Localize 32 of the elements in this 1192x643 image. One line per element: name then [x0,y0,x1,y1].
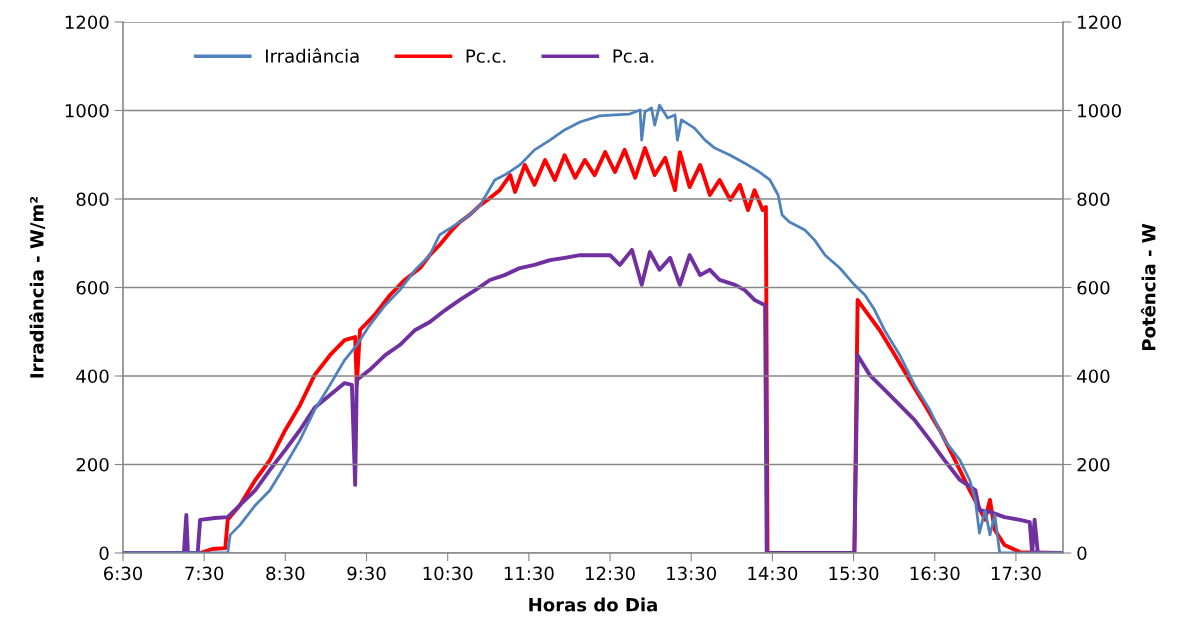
x-tick-label: 8:30 [266,566,305,581]
y2-tick-label: 200 [1077,457,1110,472]
x-tick-label: 14:30 [748,566,798,581]
x-tick-label: 11:30 [504,566,554,581]
x-tick-label: 12:30 [586,566,635,581]
y2-tick-label: 1200 [1078,15,1121,30]
x-tick-label: 17:30 [991,566,1041,581]
y2-tick-label: 0 [1077,546,1087,561]
y-axis-title: Irradiância - W/m² [28,196,46,378]
y-tick-label: 400 [76,369,109,384]
x-tick-label: 16:30 [910,566,960,581]
y2-tick-label: 800 [1077,192,1110,207]
x-tick-label: 7:30 [185,566,224,581]
y-tick-label: 800 [76,192,109,207]
x-axis-title: Horas do Dia [529,597,657,612]
x-tick-label: 10:30 [423,566,473,581]
y-tick-label: 600 [76,280,109,295]
y-tick-label: 0 [99,546,109,561]
y-tick-label: 200 [76,457,109,472]
legend-label: Irradiância [266,48,359,63]
y2-tick-label: 1000 [1078,103,1121,118]
x-tick-label: 6:30 [103,566,143,581]
y-tick-label: 1200 [65,15,109,30]
legend-label: Pc.a. [613,49,654,63]
x-tick-label: 15:30 [829,566,879,581]
x-tick-label: 9:30 [347,566,386,581]
y2-axis-title: Potência - W [1140,223,1156,351]
y2-tick-label: 400 [1077,369,1110,384]
x-tick-label: 13:30 [667,566,717,581]
y2-tick-label: 600 [1077,280,1110,295]
legend-label: Pc.c. [466,49,506,63]
y-tick-label: 1000 [65,103,109,118]
